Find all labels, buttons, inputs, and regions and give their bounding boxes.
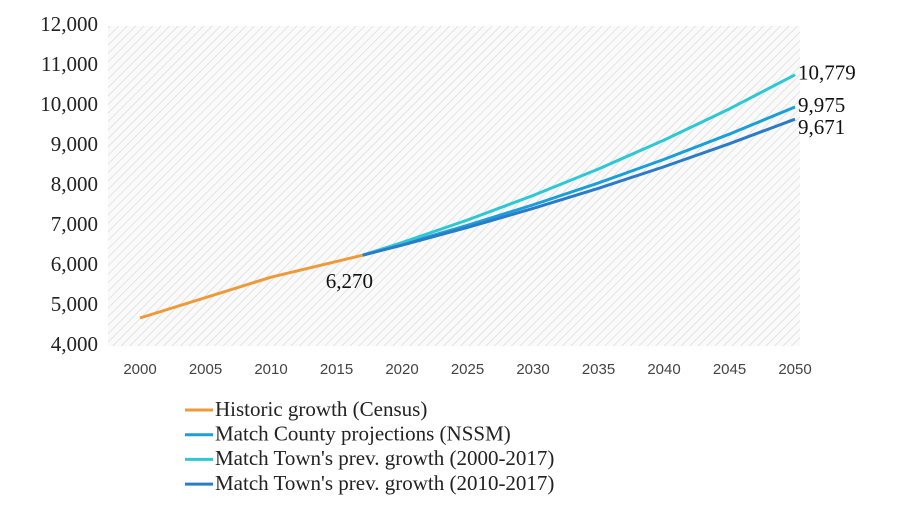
annotation: 6,270 <box>326 269 373 293</box>
x-tick-label: 2040 <box>647 361 680 378</box>
series-line <box>139 253 364 320</box>
y-tick-label: 11,000 <box>41 52 98 76</box>
annotation: 9,975 <box>798 93 845 117</box>
y-tick-label: 5,000 <box>51 292 98 316</box>
x-tick-label: 2005 <box>189 361 222 378</box>
legend-label: Match County projections (NSSM) <box>215 422 511 446</box>
x-tick-label: 2020 <box>385 361 418 378</box>
y-tick-label: 10,000 <box>40 92 98 116</box>
y-tick-label: 7,000 <box>51 212 98 236</box>
y-tick-label: 6,000 <box>51 252 98 276</box>
legend-label: Match Town's prev. growth (2010-2017) <box>215 471 554 495</box>
x-tick-label: 2015 <box>320 361 353 378</box>
plot-area <box>108 26 800 346</box>
x-tick-label: 2030 <box>516 361 549 378</box>
x-tick-label: 2050 <box>778 361 811 378</box>
y-tick-label: 9,000 <box>51 132 98 156</box>
x-tick-label: 2035 <box>582 361 615 378</box>
y-tick-label: 8,000 <box>51 172 98 196</box>
legend-label: Historic growth (Census) <box>215 397 427 421</box>
x-tick-label: 2010 <box>254 361 287 378</box>
series-line <box>362 117 796 257</box>
legend-label: Match Town's prev. growth (2000-2017) <box>215 446 554 470</box>
x-tick-label: 2025 <box>451 361 484 378</box>
x-tick-label: 2000 <box>123 361 156 378</box>
series-line <box>362 73 796 257</box>
annotation: 10,779 <box>798 61 856 85</box>
y-tick-label: 12,000 <box>40 12 98 36</box>
annotation: 9,671 <box>798 115 845 139</box>
y-tick-label: 4,000 <box>51 332 98 356</box>
x-tick-label: 2045 <box>713 361 746 378</box>
